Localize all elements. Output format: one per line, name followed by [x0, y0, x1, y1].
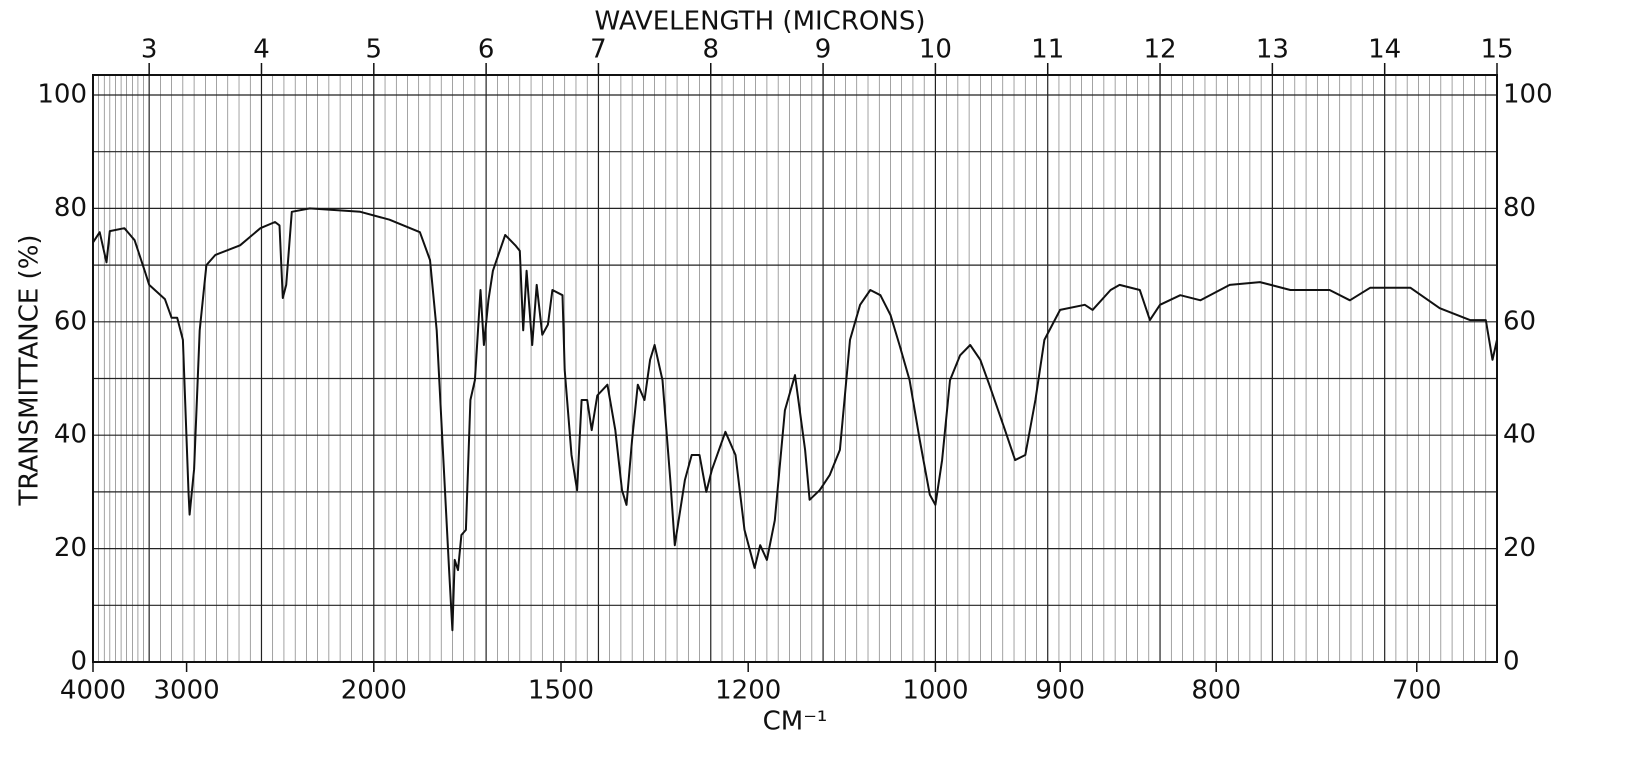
- x2-tick-label: 700: [1392, 676, 1442, 706]
- x-tick-label: 14: [1368, 35, 1401, 65]
- y-tick-label-right: 80: [1503, 193, 1536, 223]
- x2-axis-label: CM⁻¹: [763, 707, 828, 737]
- plot-frame: [92, 74, 1498, 663]
- y-tick-label-right: 0: [1503, 647, 1520, 677]
- x-tick-label: 5: [366, 35, 383, 65]
- y-tick-label-right: 60: [1503, 306, 1536, 336]
- chart-title: WAVELENGTH (MICRONS): [595, 7, 926, 37]
- x2-tick-label: 1000: [902, 676, 968, 706]
- y-tick-label: 80: [54, 193, 87, 223]
- x-tick-label: 9: [815, 35, 832, 65]
- y-tick-label: 40: [54, 420, 87, 450]
- x2-tick-label: 2000: [341, 676, 407, 706]
- y-tick-label: 60: [54, 306, 87, 336]
- x-tick-label: 11: [1031, 35, 1064, 65]
- x2-tick-label: 4000: [60, 676, 126, 706]
- x-tick-label: 13: [1256, 35, 1289, 65]
- spectrum-line: [92, 207, 1498, 632]
- x-tick-label: 7: [590, 35, 607, 65]
- x-tick-label: 4: [253, 35, 270, 65]
- x-tick-label: 10: [919, 35, 952, 65]
- x2-tick-label: 3000: [154, 676, 220, 706]
- y-tick-label: 20: [54, 533, 87, 563]
- y-tick-label-right: 40: [1503, 420, 1536, 450]
- x-tick-label: 6: [478, 35, 495, 65]
- x-tick-label: 12: [1143, 35, 1176, 65]
- x-tick-label: 3: [141, 35, 158, 65]
- x2-tick-label: 1500: [528, 676, 594, 706]
- x2-tick-label: 900: [1035, 676, 1085, 706]
- y-tick-label-right: 100: [1503, 80, 1553, 110]
- x-tick-label: 8: [702, 35, 719, 65]
- y-tick-label-right: 20: [1503, 533, 1536, 563]
- x2-tick-label: 1200: [715, 676, 781, 706]
- x2-tick-label: 800: [1191, 676, 1241, 706]
- y-tick-label: 100: [37, 80, 87, 110]
- y-axis-label: TRANSMITTANCE (%): [15, 234, 45, 506]
- y-tick-label: 0: [70, 647, 87, 677]
- x-tick-label: 15: [1480, 35, 1513, 65]
